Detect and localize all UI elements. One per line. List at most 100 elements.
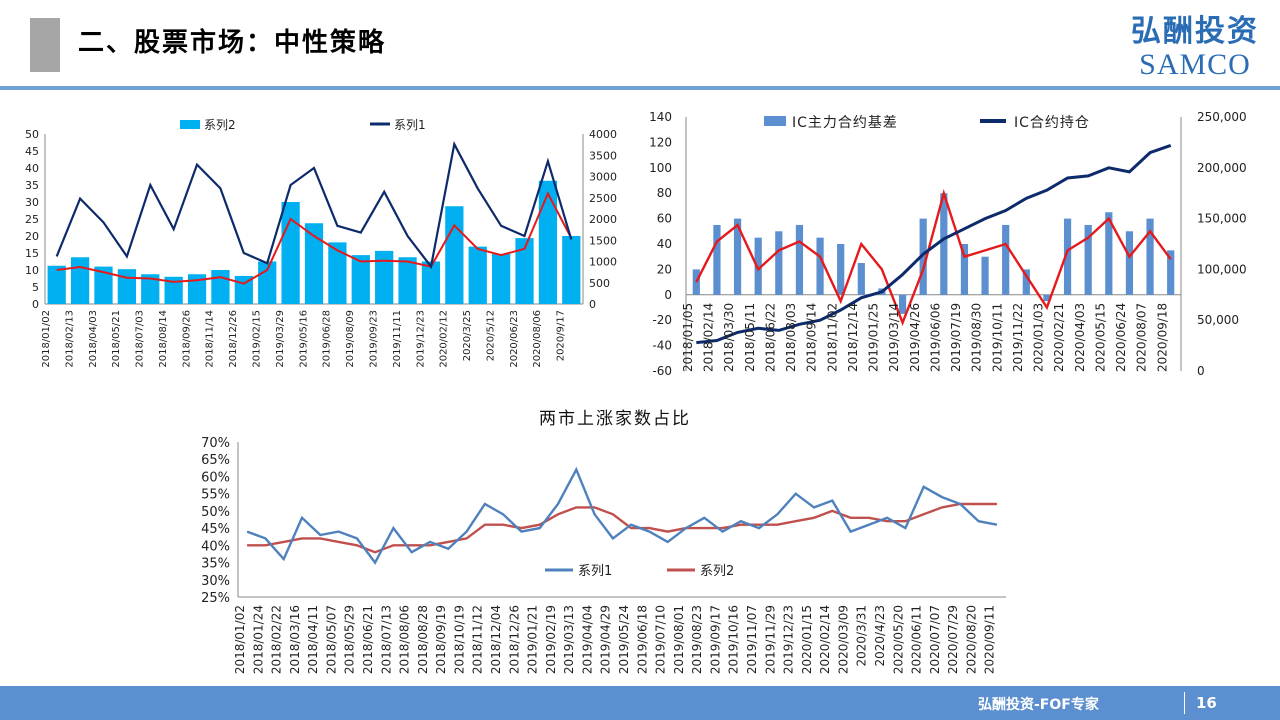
- x-tick-label: 2018/09/19: [434, 605, 448, 674]
- x-tick-label: 2018/12/04: [489, 605, 503, 674]
- x-tick-label: 2018/04/11: [306, 605, 320, 674]
- x-tick-label: 2018/09/26: [181, 310, 192, 368]
- y-right-tick-label: 1000: [589, 256, 617, 269]
- x-tick-label: 2018/03/16: [288, 605, 302, 674]
- x-tick-label: 2020/07/29: [946, 605, 960, 674]
- y-right-tick-label: 4000: [589, 128, 617, 141]
- x-tick-label: 2018/12/14: [846, 303, 860, 372]
- x-tick-label: 2018/01/02: [41, 310, 52, 368]
- x-tick-label: 2019/02/19: [544, 605, 558, 674]
- bar-ic-basis: [1146, 218, 1154, 295]
- y-tick-label: 35%: [201, 557, 230, 572]
- line-ic-open-interest: [696, 143, 1172, 345]
- x-tick-label: 2020/03/09: [836, 605, 850, 674]
- bar-series2: [351, 255, 370, 304]
- x-tick-label: 2018/11/14: [205, 310, 216, 368]
- bar-series2: [398, 257, 417, 304]
- x-tick-label: 2020/05/15: [1094, 303, 1108, 372]
- y-tick-label: 25%: [201, 591, 230, 606]
- y-left-tick-label: 5: [32, 281, 39, 294]
- x-tick-label: 2019/04/26: [908, 303, 922, 372]
- x-tick-label: 2020/04/03: [1073, 303, 1087, 372]
- x-tick-label: 2018/05/11: [743, 303, 757, 372]
- bar-ic-basis: [775, 231, 783, 295]
- bar-series2: [304, 223, 324, 304]
- y-left-tick-label: 20: [25, 230, 39, 243]
- x-tick-label: 2020/3/31: [855, 605, 869, 667]
- bar-series2: [94, 266, 113, 304]
- line-series1: [246, 466, 998, 565]
- x-tick-label: 2018/02/22: [270, 605, 284, 674]
- y-left-tick-label: -60: [652, 364, 672, 378]
- x-tick-label: 2019/02/15: [252, 310, 263, 368]
- bar-series2: [492, 253, 511, 304]
- chart-advancing-ratio: 两市上涨家数占比 25% 30% 35% 40% 45% 50% 55% 60% 65% 70% 20…: [201, 409, 1006, 674]
- x-tick-label: 2018/06/21: [361, 605, 375, 674]
- bar-ic-basis: [837, 244, 845, 295]
- bar-series2: [421, 261, 441, 304]
- bar-ic-basis: [981, 256, 989, 295]
- y-right-tick-label: 150,000: [1197, 212, 1247, 226]
- legend-label-open-interest: IC合约持仓: [1014, 115, 1090, 131]
- bar-ic-basis: [816, 237, 824, 295]
- y-left-tick-label: 45: [25, 145, 39, 158]
- bar-series2: [47, 265, 66, 304]
- y-left-tick-label: -20: [652, 313, 672, 327]
- x-tick-label: 2019/08/30: [970, 303, 984, 372]
- line-ma-red: [56, 191, 573, 285]
- x-tick-label: 2019/05/24: [617, 605, 631, 674]
- x-tick-label: 2020/06/11: [910, 605, 924, 674]
- y-left-tick-label: 10: [25, 264, 39, 277]
- bar-ic-basis: [795, 224, 804, 295]
- chart-spread-volume: 0510152025303540455005001000150020002500…: [25, 118, 617, 368]
- bar-ic-basis: [1084, 224, 1092, 295]
- y-right-tick-label: 50,000: [1197, 313, 1239, 327]
- y-right-tick-label: 1500: [589, 234, 617, 247]
- bar-ic-basis: [1002, 224, 1010, 295]
- x-tick-label: 2019/06/28: [322, 310, 333, 368]
- bar-series2: [445, 206, 464, 304]
- y-left-tick-label: 30: [25, 196, 39, 209]
- x-tick-label: 2020/01/15: [800, 605, 814, 674]
- y-right-tick-label: 500: [589, 277, 610, 290]
- x-tick-label: 2018/12/26: [507, 605, 521, 674]
- y-left-tick-label: 120: [649, 135, 672, 149]
- y-left-tick-label: 15: [25, 247, 39, 260]
- x-tick-label: 2018/08/03: [784, 303, 798, 372]
- y-tick-label: 40%: [201, 539, 230, 554]
- x-tick-label: 2018/02/13: [64, 310, 75, 368]
- y-tick-label: 70%: [201, 436, 230, 451]
- y-tick-label: 60%: [201, 470, 230, 485]
- y-tick-label: 55%: [201, 488, 230, 503]
- x-tick-label: 2018/04/03: [88, 310, 99, 368]
- y-tick-label: 50%: [201, 505, 230, 520]
- y-tick-label: 65%: [201, 453, 230, 468]
- y-right-tick-label: 2000: [589, 213, 617, 226]
- title-accent-block: [30, 18, 60, 72]
- bar-series2: [375, 250, 394, 304]
- y-right-tick-label: 250,000: [1197, 110, 1247, 124]
- x-tick-label: 2020/09/18: [1155, 303, 1169, 372]
- footer-label: 弘酬投资-FOF专家: [978, 697, 1099, 713]
- bar-series2: [70, 257, 90, 304]
- y-right-tick-label: 0: [1197, 364, 1205, 378]
- x-tick-label: 2018/09/14: [805, 303, 819, 372]
- bar-ic-basis: [960, 244, 969, 295]
- bar-series2: [187, 274, 207, 304]
- bar-series2: [281, 202, 300, 304]
- x-tick-label: 2018/08/14: [158, 310, 169, 368]
- bar-ic-basis: [857, 263, 865, 295]
- x-tick-label: 2018/03/30: [722, 303, 736, 372]
- y-left-tick-label: 60: [657, 212, 672, 226]
- x-tick-label: 2020/08/07: [1135, 303, 1149, 372]
- x-tick-label: 2019/04/29: [599, 605, 613, 674]
- y-right-tick-label: 3500: [589, 149, 617, 162]
- bar-series2: [538, 180, 558, 304]
- x-tick-label: 2018/12/26: [228, 310, 239, 368]
- x-tick-label: 2019/11/07: [745, 605, 759, 674]
- bar-series2: [164, 276, 183, 304]
- y-left-tick-label: 50: [25, 128, 39, 141]
- y-right-tick-label: 200,000: [1197, 161, 1247, 175]
- legend-label-series2: 系列2: [204, 118, 236, 132]
- x-tick-label: 2019/08/23: [690, 605, 704, 674]
